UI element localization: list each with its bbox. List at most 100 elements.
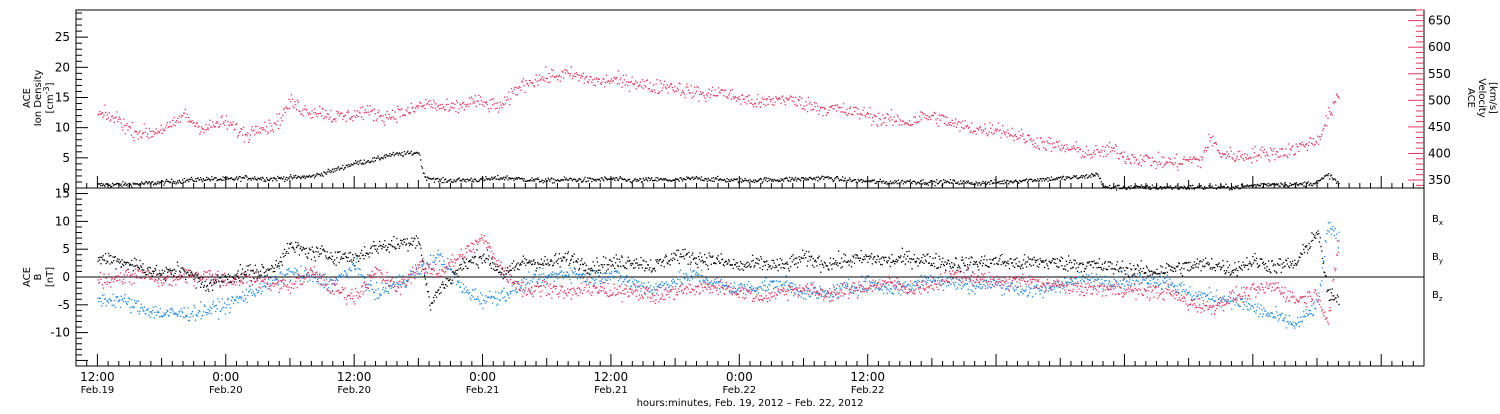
velocity-series-point: [303, 115, 304, 116]
velocity-series-point: [1049, 143, 1050, 144]
series-by-point: [1221, 306, 1222, 307]
velocity-series-point: [1050, 138, 1051, 139]
velocity-series-point: [872, 117, 873, 118]
series-bz-point: [407, 279, 408, 280]
series-by-point: [1199, 298, 1200, 299]
velocity-series-point: [222, 115, 223, 116]
velocity-series-point: [996, 131, 997, 132]
series-by-point: [311, 275, 312, 276]
series-by-point: [199, 311, 200, 312]
density-series-point: [713, 177, 714, 178]
velocity-series-point: [896, 121, 897, 122]
density-series-point: [845, 180, 846, 181]
series-by-point: [1068, 276, 1069, 277]
series-by-point: [1084, 278, 1085, 279]
series-bz-point: [282, 279, 283, 280]
velocity-series-point: [1160, 164, 1161, 165]
series-by-point: [625, 277, 626, 278]
series-by-point: [476, 299, 477, 300]
series-by-point: [189, 320, 190, 321]
series-by-point: [867, 275, 868, 276]
density-series-point: [568, 179, 569, 180]
density-series-point: [184, 178, 185, 179]
series-by-point: [181, 308, 182, 309]
density-series-point: [411, 151, 412, 152]
velocity-series-point: [613, 80, 614, 81]
series-by-point: [503, 288, 504, 289]
density-series-point: [357, 161, 358, 162]
series-by-point: [685, 277, 686, 278]
velocity-series-point: [1117, 153, 1118, 154]
velocity-series-point: [375, 113, 376, 114]
velocity-series-point: [1285, 148, 1286, 149]
velocity-series-point: [606, 75, 607, 76]
velocity-series-point: [1309, 142, 1310, 143]
density-series-point: [403, 155, 404, 156]
series-by-point: [925, 281, 926, 282]
velocity-series-point: [903, 121, 904, 122]
velocity-series-point: [560, 76, 561, 77]
series-bz-point: [125, 271, 126, 272]
velocity-series-point: [954, 122, 955, 123]
series-by-point: [989, 286, 990, 287]
velocity-series-point: [1147, 156, 1148, 157]
density-series-point: [276, 180, 277, 181]
velocity-series-point: [1067, 148, 1068, 149]
density-series-point: [202, 181, 203, 182]
density-series-point: [565, 179, 566, 180]
density-series-point: [944, 182, 945, 183]
velocity-series-point: [114, 122, 115, 123]
density-series-point: [188, 181, 189, 182]
series-bz-point: [311, 270, 312, 271]
series-bz-point: [255, 281, 256, 282]
velocity-series-point: [499, 107, 500, 108]
velocity-series-point: [1164, 165, 1165, 166]
density-series-point: [768, 178, 769, 179]
series-by-point: [1102, 288, 1103, 289]
velocity-series-point: [967, 125, 968, 126]
velocity-series-point: [519, 87, 520, 88]
density-series-point: [939, 182, 940, 183]
series-by-point: [1284, 320, 1285, 321]
velocity-series-point: [386, 117, 387, 118]
velocity-series-point: [268, 132, 269, 133]
series-bz-point: [352, 298, 353, 299]
velocity-series-point: [887, 114, 888, 115]
series-by-point: [1019, 294, 1020, 295]
series-bz-point: [268, 277, 269, 278]
series-by-point: [928, 278, 929, 279]
velocity-series-point: [388, 114, 389, 115]
velocity-series-point: [350, 119, 351, 120]
series-by-point: [1201, 297, 1202, 298]
density-series-point: [393, 152, 394, 153]
density-series-point: [1065, 176, 1066, 177]
density-series-point: [682, 180, 683, 181]
velocity-series-point: [173, 124, 174, 125]
series-bz-point: [200, 280, 201, 281]
series-by-point: [420, 273, 421, 274]
velocity-series-point: [446, 104, 447, 105]
velocity-series-point: [378, 110, 379, 111]
velocity-series-point: [1238, 159, 1239, 160]
density-series-point: [637, 179, 638, 180]
series-by-point: [581, 275, 582, 276]
series-by-point: [497, 304, 498, 305]
velocity-series-point: [594, 79, 595, 80]
series-by-point: [131, 299, 132, 300]
series-by-point: [868, 275, 869, 276]
series-bz-point: [208, 277, 209, 278]
velocity-series-point: [605, 82, 606, 83]
density-series-point: [309, 175, 310, 176]
velocity-series-point: [1157, 164, 1158, 165]
velocity-series-point: [581, 75, 582, 76]
density-series-point: [313, 174, 314, 175]
density-series-point: [523, 180, 524, 181]
series-by-point: [474, 299, 475, 300]
series-by-point: [512, 285, 513, 286]
velocity-series-point: [1289, 154, 1290, 155]
series-by-point: [252, 291, 253, 292]
series-by-point: [1319, 296, 1320, 297]
series-by-point: [309, 275, 310, 276]
series-bz-point: [312, 271, 313, 272]
series-bz-point: [381, 274, 382, 275]
